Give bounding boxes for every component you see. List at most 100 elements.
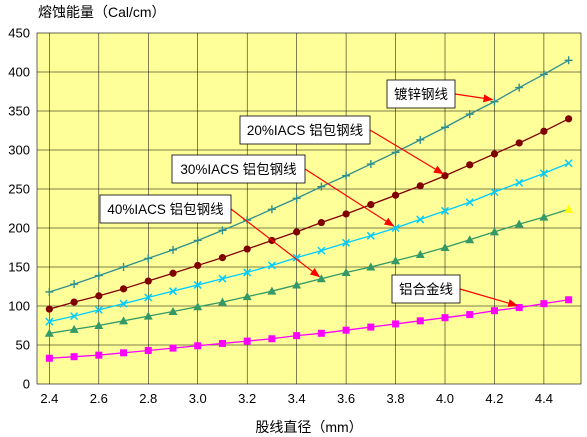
data-point bbox=[144, 254, 153, 263]
data-point bbox=[45, 354, 53, 362]
data-point bbox=[392, 320, 400, 328]
annotation-arrow bbox=[454, 93, 494, 103]
x-tick-label: 4.2 bbox=[485, 391, 503, 406]
data-point bbox=[565, 296, 573, 304]
data-point bbox=[342, 171, 351, 180]
series-layer bbox=[44, 56, 574, 362]
data-point bbox=[144, 346, 152, 354]
data-point bbox=[243, 268, 252, 277]
data-point bbox=[69, 324, 79, 333]
data-point bbox=[243, 245, 251, 253]
data-point bbox=[218, 226, 227, 235]
data-point bbox=[120, 349, 128, 357]
annotation-label: 镀锌钢线 bbox=[394, 86, 448, 102]
data-point bbox=[94, 305, 103, 314]
y-axis-ticks: 0 50 100 150 200 250 300 350 400 450 bbox=[8, 26, 30, 392]
data-point bbox=[515, 304, 523, 312]
annotation-box-frame bbox=[391, 274, 461, 304]
data-point bbox=[119, 316, 129, 325]
data-point bbox=[466, 161, 474, 169]
data-point bbox=[317, 218, 325, 227]
data-point bbox=[144, 277, 152, 285]
data-point bbox=[366, 231, 375, 240]
data-point bbox=[565, 115, 573, 123]
data-point bbox=[514, 219, 524, 228]
y-tick-label: 250 bbox=[8, 182, 30, 197]
x-axis-ticks: 2.4 2.6 2.8 3.0 3.2 3.4 3.6 3.8 4.0 4.2 4.4 bbox=[40, 391, 553, 406]
y-tick-label: 50 bbox=[16, 338, 30, 353]
y-axis-title: 熔蚀能量（Cal/cm） bbox=[38, 4, 166, 20]
annotation-arrows bbox=[230, 93, 519, 307]
data-point bbox=[539, 70, 548, 79]
data-point bbox=[267, 286, 277, 295]
data-point bbox=[465, 110, 474, 119]
data-point bbox=[94, 321, 104, 329]
data-point bbox=[144, 293, 153, 302]
data-point bbox=[490, 307, 498, 315]
annotation-box-frame bbox=[99, 194, 232, 224]
data-point bbox=[441, 314, 449, 322]
data-point bbox=[515, 178, 524, 187]
annotation-label: 铝合金线 bbox=[399, 282, 453, 297]
annotation-labels: 镀锌钢线 20%IACS 铝包钢线 30%IACS 铝包钢线 40%IACS 铝包钢线… bbox=[99, 79, 461, 304]
data-point bbox=[490, 150, 499, 158]
data-point bbox=[489, 227, 499, 236]
data-point bbox=[540, 127, 548, 135]
data-point bbox=[193, 236, 202, 245]
x-tick-label: 3.4 bbox=[288, 391, 306, 406]
data-point bbox=[194, 342, 202, 350]
x-tick-label: 3.6 bbox=[337, 391, 355, 406]
data-point bbox=[539, 212, 549, 221]
data-point bbox=[564, 159, 573, 168]
data-point bbox=[466, 311, 474, 319]
data-point bbox=[44, 328, 54, 337]
data-point bbox=[70, 312, 79, 321]
series-0 bbox=[45, 56, 573, 296]
data-point bbox=[317, 246, 326, 255]
data-point bbox=[119, 299, 128, 308]
y-tick-label: 400 bbox=[8, 65, 30, 80]
y-tick-label: 450 bbox=[8, 26, 30, 41]
y-tick-label: 0 bbox=[23, 377, 30, 392]
series-line bbox=[49, 59, 569, 293]
data-point bbox=[293, 228, 301, 236]
data-point bbox=[193, 302, 203, 311]
grid bbox=[37, 33, 581, 384]
annotation-arrow bbox=[459, 288, 519, 307]
data-point bbox=[564, 204, 574, 213]
data-point bbox=[95, 351, 103, 359]
data-point bbox=[465, 198, 474, 207]
data-point bbox=[367, 201, 375, 209]
y-tick-label: 300 bbox=[8, 143, 30, 158]
annotation-box-frame bbox=[386, 79, 456, 109]
data-point bbox=[242, 292, 252, 301]
y-tick-label: 150 bbox=[8, 260, 30, 275]
data-point bbox=[168, 287, 178, 296]
annotation-arrow bbox=[304, 168, 395, 227]
data-point bbox=[218, 274, 227, 283]
data-point bbox=[416, 182, 424, 190]
series-line bbox=[49, 299, 569, 359]
data-point bbox=[342, 210, 350, 218]
annotation-label: 30%IACS 铝包钢线 bbox=[180, 162, 296, 177]
data-point bbox=[441, 123, 449, 132]
data-point bbox=[95, 292, 103, 300]
data-point bbox=[342, 238, 351, 247]
y-tick-label: 200 bbox=[8, 221, 30, 236]
data-point bbox=[267, 205, 276, 214]
y-tick-label: 100 bbox=[8, 299, 30, 314]
annotation-box: 40%IACS 铝包钢线 bbox=[99, 194, 232, 224]
data-point bbox=[45, 317, 54, 326]
series-line bbox=[49, 208, 569, 334]
data-point bbox=[169, 344, 177, 352]
data-point bbox=[218, 254, 227, 262]
x-tick-label: 2.8 bbox=[139, 391, 157, 406]
data-point bbox=[243, 216, 252, 225]
data-point bbox=[168, 306, 178, 315]
x-tick-label: 3.8 bbox=[387, 391, 405, 406]
data-point bbox=[217, 297, 227, 306]
x-axis-title: 股线直径（mm） bbox=[255, 419, 362, 435]
data-point bbox=[416, 317, 424, 325]
data-point bbox=[416, 135, 425, 144]
